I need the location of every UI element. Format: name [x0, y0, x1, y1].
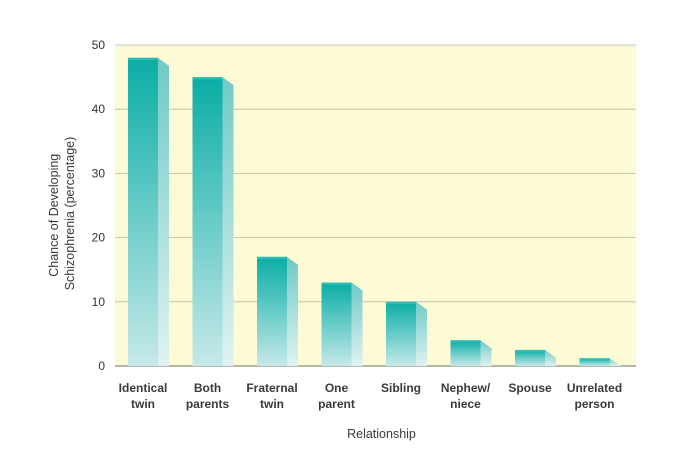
- bar: [257, 256, 298, 366]
- bar-side-face: [287, 256, 298, 366]
- x-axis-category-labels: Identical twin Both parents Fraternal twin One…: [119, 381, 623, 411]
- bar-front-face: [515, 349, 545, 366]
- y-axis-title: Chance of Developing Schizophrenia (perc…: [47, 137, 77, 291]
- bar: [321, 282, 363, 366]
- x-category-label-line: Fraternal: [246, 381, 297, 395]
- bar-top-edge: [579, 358, 610, 361]
- x-category-label-line: niece: [450, 397, 481, 411]
- bar-top-edge: [386, 301, 416, 304]
- x-category-label-line: person: [574, 397, 614, 411]
- y-axis-ticks: 0 10 20 30 40 50: [92, 38, 106, 373]
- x-category-label-line: Nephew/: [441, 381, 491, 395]
- x-category-label: One parent: [318, 381, 355, 411]
- x-category-label-line: parent: [318, 397, 355, 411]
- x-category-label-line: twin: [131, 397, 155, 411]
- y-axis-title-line-2: Schizophrenia (percentage): [63, 137, 77, 291]
- y-axis-title-line-1: Chance of Developing: [47, 154, 61, 277]
- x-category-label-line: Spouse: [508, 381, 552, 395]
- bar: [579, 358, 621, 366]
- bar-front-face: [579, 358, 610, 366]
- bar: [386, 301, 427, 366]
- bar-front-face: [321, 282, 352, 366]
- x-category-label-line: Unrelated: [567, 381, 622, 395]
- bar-top-edge: [321, 282, 352, 285]
- bar-side-face: [609, 358, 621, 366]
- bar: [192, 77, 234, 366]
- bar-side-face: [351, 282, 363, 366]
- x-category-label-line: twin: [260, 397, 284, 411]
- x-category-label: Fraternal twin: [246, 381, 297, 411]
- x-category-label-line: Sibling: [381, 381, 421, 395]
- x-category-label: Unrelated person: [567, 381, 622, 411]
- y-tick-label: 50: [92, 38, 106, 52]
- bar-top-edge: [515, 349, 545, 353]
- bar: [450, 340, 492, 366]
- bar-front-face: [192, 77, 223, 366]
- x-category-label: Identical twin: [119, 381, 168, 411]
- bars: [128, 57, 621, 367]
- x-category-label: Sibling: [381, 381, 421, 395]
- x-category-label-line: One: [325, 381, 349, 395]
- bar: [128, 57, 169, 367]
- bar-front-face: [450, 340, 481, 366]
- y-tick-label: 0: [98, 359, 105, 373]
- x-category-label: Spouse: [508, 381, 552, 395]
- x-category-label-line: Both: [194, 381, 221, 395]
- bar-side-face: [545, 349, 556, 366]
- bar-side-face: [480, 340, 492, 366]
- x-category-label: Both parents: [186, 381, 230, 411]
- y-tick-label: 30: [92, 166, 106, 180]
- bar-top-edge: [128, 57, 158, 61]
- bar-side-face: [158, 57, 169, 367]
- x-axis-title: Relationship: [347, 427, 416, 441]
- y-tick-label: 10: [92, 295, 106, 309]
- x-category-label-line: Identical: [119, 381, 168, 395]
- bar-top-edge: [257, 256, 287, 260]
- y-tick-label: 20: [92, 231, 106, 245]
- bar-side-face: [416, 301, 427, 366]
- bar: [515, 349, 556, 366]
- x-category-label: Nephew/niece: [441, 381, 491, 411]
- bar-front-face: [257, 256, 287, 366]
- bar-top-edge: [192, 77, 223, 80]
- bar-front-face: [128, 57, 158, 367]
- x-category-label-line: parents: [186, 397, 230, 411]
- y-tick-label: 40: [92, 102, 106, 116]
- bar-side-face: [222, 77, 234, 366]
- bar-front-face: [386, 301, 416, 366]
- bar-top-edge: [450, 340, 481, 343]
